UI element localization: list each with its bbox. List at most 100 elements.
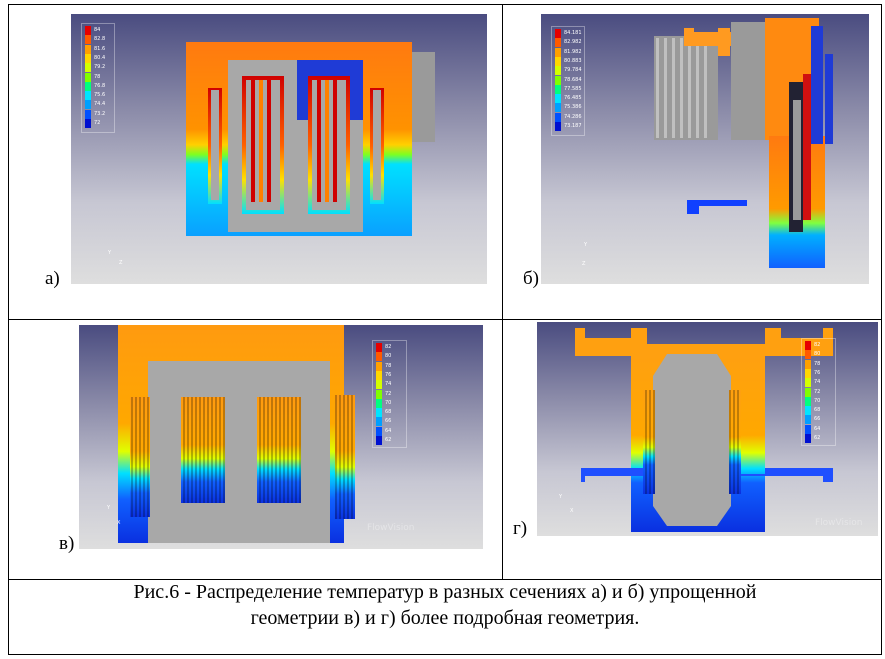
legend-value: 73.187 [564,123,582,129]
legend-swatch [555,38,561,48]
panel-b-geometry [654,18,833,268]
legend-value: 84 [94,27,101,33]
panel-b-label: б) [523,268,539,289]
panel-g-legend: 82 80 78 76 74 72 70 68 66 64 62 [801,338,836,446]
legend-value: 66 [814,416,821,423]
legend-value: 72 [94,120,101,126]
legend-swatch [555,94,561,104]
legend-swatch [555,103,561,113]
legend-swatch [85,100,91,110]
legend-swatch [805,359,811,369]
panel-v-simulation: 82 80 78 76 74 72 70 68 66 64 62 Y X FlowVision [79,325,483,549]
figure-grid [8,4,882,655]
legend-value: 76.8 [94,82,106,89]
legend-value: 78 [94,73,101,80]
grid-divider-caption [9,579,881,580]
legend-value: 62 [385,437,392,443]
legend-value: 80.883 [564,57,582,64]
legend-value: 78 [385,362,392,369]
legend-swatch [555,56,561,66]
legend-value: 76 [814,369,821,376]
legend-value: 78.684 [564,76,582,83]
legend-swatch [555,29,561,38]
legend-swatch [805,350,811,360]
legend-value: 76.485 [564,95,582,102]
legend-swatch [376,408,382,418]
legend-swatch [376,343,382,352]
legend-swatch [805,406,811,416]
legend-swatch [805,387,811,397]
legend-value: 72 [814,388,821,395]
legend-swatch [376,380,382,390]
caption-line-1: Рис.6 - Распределение температур в разны… [133,581,757,603]
legend-value: 78 [814,360,821,367]
legend-value: 82 [385,344,392,350]
legend-swatch [376,389,382,399]
legend-value: 72 [385,390,392,397]
legend-swatch [555,84,561,94]
legend-swatch [555,75,561,85]
legend-value: 70 [814,397,821,404]
legend-value: 81.982 [564,48,582,55]
legend-value: 82 [814,342,821,348]
legend-value: 64 [814,425,821,432]
legend-value: 80 [814,351,821,358]
legend-value: 74.4 [94,101,106,108]
panel-a-legend: 84 82.8 81.6 80.4 79.2 78 76.8 75.6 74.4 73.2 72 [81,23,115,133]
panel-b-legend: 84.181 82.982 81.982 80.883 79.784 78.684 77.5… [551,26,585,136]
grid-divider-vertical [502,5,503,579]
panel-v-geometry [118,325,355,543]
panel-g-axis-y: Y [559,494,563,500]
panel-g-label: г) [513,518,528,539]
panel-v-axis-y: Y [107,505,111,511]
panel-b-axis-y: Y [584,242,588,248]
legend-swatch [805,368,811,378]
legend-swatch [555,66,561,76]
legend-swatch [85,119,91,128]
panel-a-axis-y: Y [108,250,112,256]
caption-line-2: геометрии в) и г) более подробная геомет… [250,607,640,629]
figure-caption: Рис.6 - Распределение температур в разны… [8,579,882,631]
panel-g-watermark: FlowVision [815,518,863,528]
panel-b-simulation: 84.181 82.982 81.982 80.883 79.784 78.684 77.5… [541,14,869,284]
legend-swatch [805,396,811,406]
panel-v-axis-x: X [117,520,121,526]
legend-swatch [555,122,561,131]
legend-swatch [376,370,382,380]
legend-value: 66 [385,418,392,425]
panel-g-axis-x: X [570,508,574,514]
legend-swatch [85,35,91,45]
legend-value: 79.2 [94,64,106,71]
legend-value: 84.181 [564,30,582,36]
legend-swatch [805,424,811,434]
panel-v-watermark: FlowVision [367,523,415,533]
legend-swatch [85,63,91,73]
legend-swatch [376,398,382,408]
legend-swatch [85,81,91,91]
legend-value: 73.2 [94,110,106,117]
legend-value: 79.784 [564,67,582,74]
legend-value: 70 [385,399,392,406]
legend-swatch [805,341,811,350]
legend-swatch [555,112,561,122]
legend-value: 62 [814,435,821,441]
legend-value: 82.8 [94,36,106,43]
legend-swatch [805,378,811,388]
legend-swatch [85,109,91,119]
legend-value: 80.4 [94,54,106,61]
panel-a-axis-x: Z [119,260,123,266]
legend-value: 68 [814,407,821,414]
legend-value: 74 [385,381,392,388]
legend-value: 68 [385,409,392,416]
legend-swatch [376,436,382,445]
legend-value: 76 [385,371,392,378]
legend-swatch [376,417,382,427]
legend-value: 74 [814,379,821,386]
panel-v-label: в) [59,533,75,554]
legend-swatch [85,72,91,82]
legend-swatch [85,26,91,35]
panel-a-geometry [186,42,435,236]
panel-a-label: а) [45,268,60,289]
legend-swatch [805,434,811,443]
legend-value: 77.585 [564,85,582,92]
